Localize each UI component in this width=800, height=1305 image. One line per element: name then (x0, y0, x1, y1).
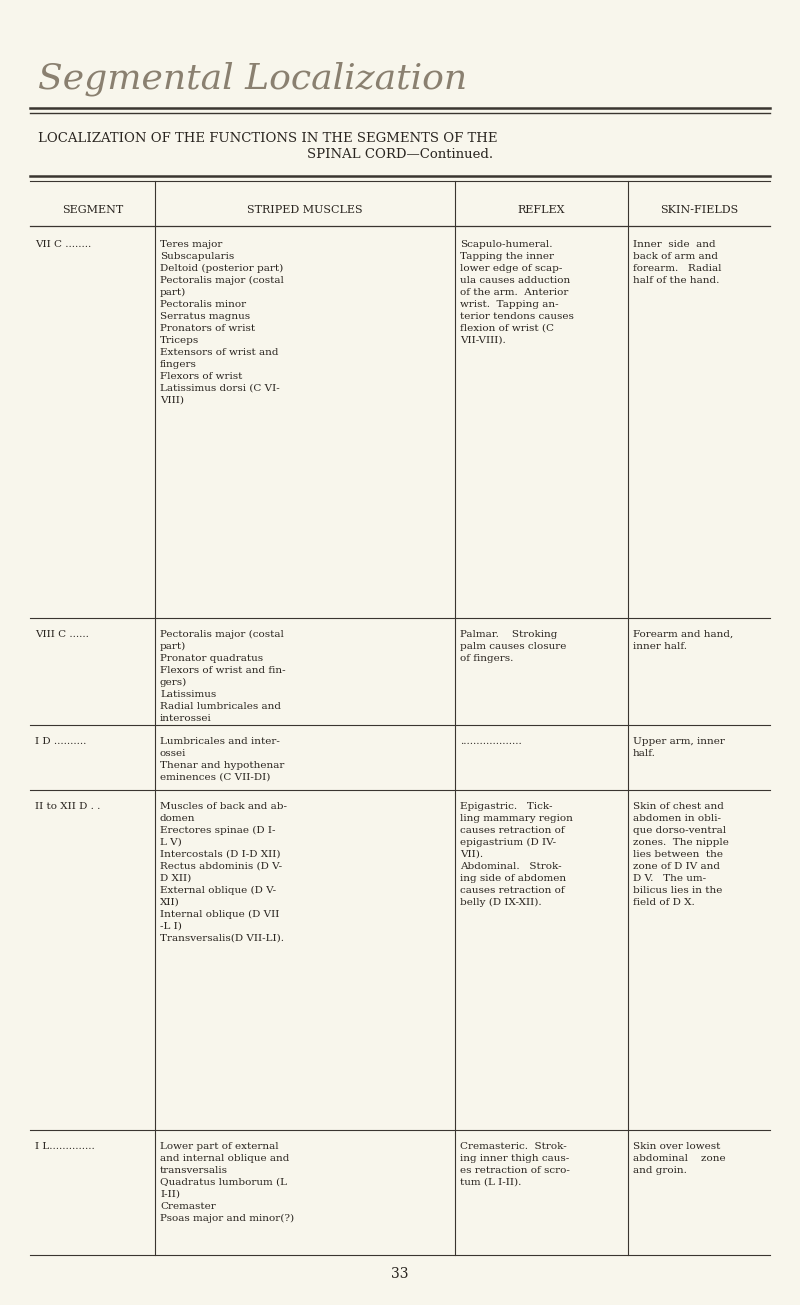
Text: Cremasteric.  Strok-
ing inner thigh caus-
es retraction of scro-
tum (L I-II).: Cremasteric. Strok- ing inner thigh caus… (460, 1142, 570, 1186)
Text: Palmar.    Stroking
palm causes closure
of fingers.: Palmar. Stroking palm causes closure of … (460, 630, 566, 663)
Text: STRIPED MUSCLES: STRIPED MUSCLES (247, 205, 363, 215)
Text: I D ..........: I D .......... (35, 737, 86, 746)
Text: Scapulo-humeral.
Tapping the inner
lower edge of scap-
ula causes adduction
of t: Scapulo-humeral. Tapping the inner lower… (460, 240, 574, 345)
Text: SEGMENT: SEGMENT (62, 205, 123, 215)
Text: Forearm and hand,
inner half.: Forearm and hand, inner half. (633, 630, 734, 651)
Text: 33: 33 (391, 1267, 409, 1282)
Text: SPINAL CORD—Continued.: SPINAL CORD—Continued. (307, 147, 493, 161)
Text: Skin over lowest
abdominal    zone
and groin.: Skin over lowest abdominal zone and groi… (633, 1142, 726, 1174)
Text: Skin of chest and
abdomen in obli-
que dorso-ventral
zones.  The nipple
lies bet: Skin of chest and abdomen in obli- que d… (633, 803, 729, 907)
Text: Lower part of external
and internal oblique and
transversalis
Quadratus lumborum: Lower part of external and internal obli… (160, 1142, 294, 1223)
Text: VII C ........: VII C ........ (35, 240, 91, 249)
Text: II to XII D . .: II to XII D . . (35, 803, 100, 810)
Text: Teres major
Subscapularis
Deltoid (posterior part)
Pectoralis major (costal
part: Teres major Subscapularis Deltoid (poste… (160, 240, 284, 405)
Text: LOCALIZATION OF THE FUNCTIONS IN THE SEGMENTS OF THE: LOCALIZATION OF THE FUNCTIONS IN THE SEG… (38, 132, 498, 145)
Text: Segmental Localization: Segmental Localization (38, 61, 467, 95)
Text: Lumbricales and inter-
ossei
Thenar and hypothenar
eminences (C VII-DI): Lumbricales and inter- ossei Thenar and … (160, 737, 284, 782)
Text: Inner  side  and
back of arm and
forearm.   Radial
half of the hand.: Inner side and back of arm and forearm. … (633, 240, 722, 284)
Text: I L..............: I L.............. (35, 1142, 94, 1151)
Text: VIII C ......: VIII C ...... (35, 630, 89, 639)
Text: Epigastric.   Tick-
ling mammary region
causes retraction of
epigastrium (D IV-
: Epigastric. Tick- ling mammary region ca… (460, 803, 573, 907)
Text: SKIN-FIELDS: SKIN-FIELDS (660, 205, 738, 215)
Text: Pectoralis major (costal
part)
Pronator quadratus
Flexors of wrist and fin-
gers: Pectoralis major (costal part) Pronator … (160, 630, 286, 723)
Text: Muscles of back and ab-
domen
Erectores spinae (D I-
L V)
Intercostals (D I-D XI: Muscles of back and ab- domen Erectores … (160, 803, 287, 944)
Text: Upper arm, inner
half.: Upper arm, inner half. (633, 737, 725, 758)
Text: REFLEX: REFLEX (518, 205, 566, 215)
Text: ...................: ................... (460, 737, 522, 746)
